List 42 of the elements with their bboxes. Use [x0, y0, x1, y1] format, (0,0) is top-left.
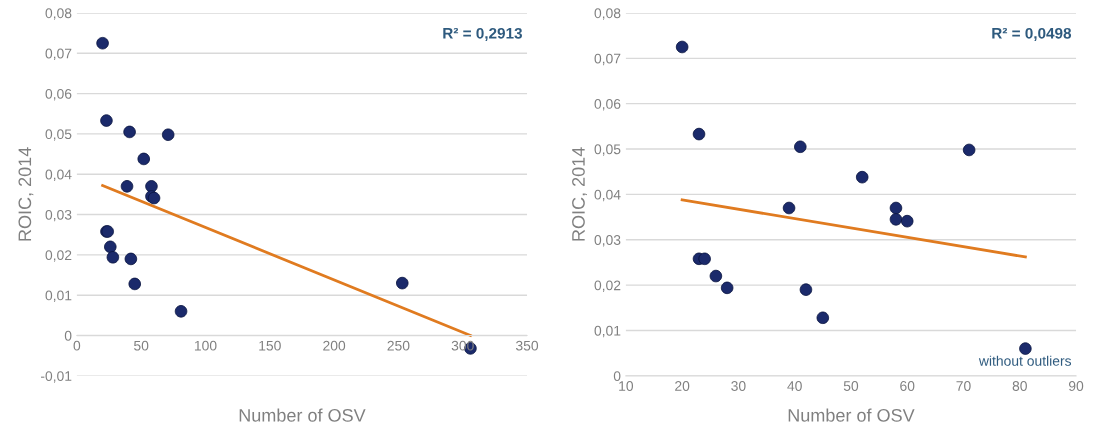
y-tick-label: 0,05: [45, 129, 72, 141]
y-tick-label: 0,02: [45, 250, 72, 262]
x-tick-label: 80: [1012, 381, 1027, 391]
x-tick-label: 10: [619, 381, 634, 391]
y-axis-title: ROIC, 2014: [18, 147, 34, 241]
y-tick-label: 0,01: [594, 325, 621, 338]
x-tick-label: 200: [323, 340, 346, 351]
y-tick-label: 0,01: [45, 290, 72, 303]
x-tick-label: 150: [259, 340, 281, 351]
annotation: R² = 0,2913: [443, 27, 522, 41]
y-tick-label: 0,04: [594, 189, 621, 202]
y-tick-label: 0,02: [594, 280, 621, 292]
annotation: R² = 0,0498: [992, 27, 1072, 41]
y-tick-label: 0,03: [594, 235, 621, 247]
y-tick-label: 0,06: [594, 99, 621, 111]
x-tick-label: 0: [73, 340, 81, 351]
y-tick-label: 0: [64, 330, 72, 341]
x-tick-label: 60: [900, 381, 915, 391]
y-tick-label: 0: [613, 371, 621, 382]
y-tick-label: 0,06: [45, 88, 72, 101]
y-tick-label: 0,08: [45, 8, 72, 20]
x-tick-label: 100: [194, 340, 217, 351]
y-axis-title: ROIC, 2014: [572, 147, 587, 241]
x-tick-label: 50: [134, 340, 149, 351]
y-tick-label: 0,03: [45, 209, 72, 222]
x-tick-label: 40: [787, 381, 802, 391]
annotation: without outliers: [978, 355, 1072, 366]
y-tick-label: -0,01: [40, 371, 72, 383]
x-tick-label: 250: [387, 340, 410, 351]
y-tick-label: 0,05: [594, 144, 621, 156]
x-tick-label: 350: [515, 340, 539, 351]
x-tick-label: 20: [675, 381, 690, 391]
y-tick-label: 0,07: [45, 48, 72, 61]
x-axis-title: Number of OSV: [788, 408, 915, 422]
y-tick-label: 0,07: [594, 53, 621, 66]
x-axis-title: Number of OSV: [239, 408, 366, 422]
x-tick-label: 70: [956, 381, 971, 391]
x-tick-label: 50: [843, 381, 859, 391]
x-tick-label: 30: [731, 381, 746, 391]
x-tick-label: 90: [1068, 381, 1084, 391]
y-tick-label: 0,08: [594, 8, 621, 20]
y-tick-label: 0,04: [45, 169, 72, 182]
